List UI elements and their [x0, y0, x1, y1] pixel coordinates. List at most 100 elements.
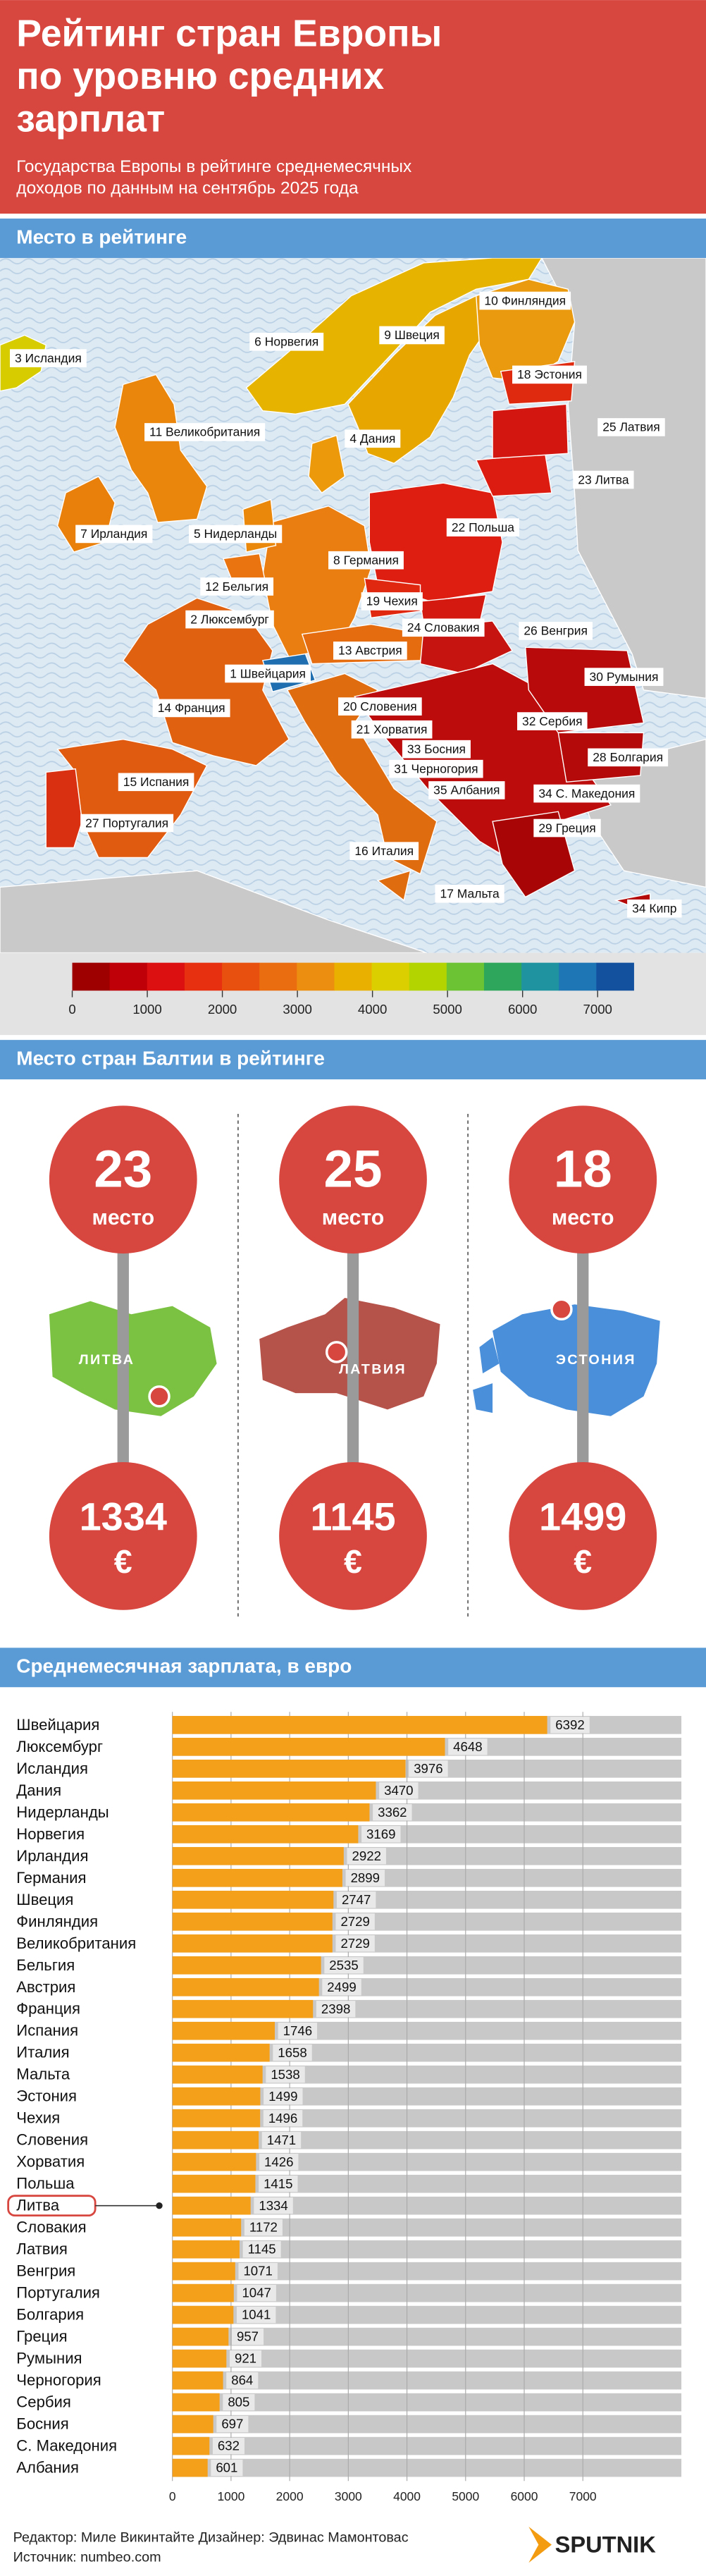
y-tick-label: Франция	[16, 2000, 80, 2018]
map-label-text: 13 Австрия	[338, 644, 402, 658]
map-label-box	[446, 518, 520, 536]
bar	[172, 2109, 261, 2128]
map-label-box	[9, 349, 87, 367]
chart-title: Среднемесячная зарплата, в евро	[16, 1655, 352, 1677]
section-band	[0, 219, 706, 258]
bar	[172, 2458, 208, 2477]
scale-swatch	[559, 962, 597, 991]
map-label: 17 Мальта	[435, 884, 504, 903]
map-label-box	[389, 759, 483, 778]
map-label-text: 14 Франция	[158, 701, 225, 715]
scale-swatch	[109, 962, 148, 991]
value-label-box	[373, 1804, 412, 1821]
y-tick-label: Хорватия	[16, 2153, 85, 2171]
value-label: 921	[235, 2351, 256, 2366]
map-label-box	[512, 365, 587, 384]
logo-arrow	[528, 2526, 552, 2563]
bar	[172, 2371, 223, 2390]
map-label-box	[435, 884, 504, 903]
value-label: 1145	[248, 2242, 276, 2257]
map-label-text: 24 Словакия	[407, 620, 480, 634]
map-label-text: 10 Финляндия	[484, 293, 566, 307]
y-tick-label: Ирландия	[16, 1847, 88, 1865]
bar	[172, 2152, 256, 2171]
bar	[172, 1738, 445, 1756]
value-label: 2398	[321, 2001, 350, 2016]
map-label-box	[361, 592, 423, 611]
map-label-text: 9 Швеция	[384, 328, 440, 342]
map-label-text: 30 Румыния	[590, 670, 659, 684]
y-tick-label: Латвия	[16, 2240, 68, 2258]
title-line: по уровню средних	[16, 55, 384, 97]
map-label-box	[338, 697, 422, 716]
value-label-box	[259, 2176, 298, 2192]
map-label-text: 28 Болгария	[593, 750, 663, 764]
map-label: 11 Великобритания	[144, 423, 266, 441]
map-label-box	[249, 332, 324, 351]
section-band	[0, 1040, 706, 1080]
section-title: Место стран Балтии в рейтинге	[16, 1047, 325, 1069]
value-label-box	[254, 2197, 293, 2214]
bar-background	[172, 2174, 682, 2193]
country-shape	[479, 1337, 500, 1374]
map-label-box	[75, 525, 153, 544]
value-label-box	[345, 1870, 385, 1887]
value-label-box	[278, 2023, 318, 2040]
scale-swatch	[334, 962, 373, 991]
value-label-box	[242, 2241, 281, 2258]
value-label: 601	[216, 2460, 237, 2475]
bar-background	[172, 2458, 682, 2477]
value-label: 1071	[243, 2264, 272, 2278]
x-tick-label: 1000	[217, 2489, 244, 2503]
capital-dot	[148, 1385, 171, 1408]
map-label-box	[188, 525, 283, 544]
bar	[172, 2305, 234, 2324]
x-tick-label: 7000	[569, 2489, 597, 2503]
value-label-box	[335, 1913, 375, 1930]
value-label-box	[259, 2154, 299, 2171]
map-label-box	[584, 668, 664, 686]
bar-background	[172, 2393, 682, 2412]
y-tick-label: Греция	[16, 2328, 67, 2345]
scale-swatch	[259, 962, 297, 991]
scale-swatch	[184, 962, 223, 991]
bar	[172, 1934, 333, 1953]
bar	[172, 2349, 227, 2368]
map-label: 33 Босния	[402, 740, 471, 759]
value-label: 2747	[342, 1892, 371, 1907]
map-label: 1 Швейцария	[225, 664, 311, 683]
value-label-box	[273, 2044, 312, 2061]
value-label: 697	[221, 2417, 243, 2431]
country-shape	[493, 1304, 660, 1416]
value-label: 3470	[384, 1783, 413, 1798]
map-label: 32 Сербия	[517, 712, 588, 730]
map-label-text: 27 Португалия	[85, 816, 168, 830]
y-tick-label: Болгария	[16, 2306, 84, 2324]
country-shape	[0, 870, 428, 953]
scale-tick-label: 7000	[583, 1002, 612, 1017]
value-label: 3976	[414, 1761, 442, 1776]
y-tick-label: Венгрия	[16, 2262, 75, 2280]
map-label-text: 4 Дания	[349, 431, 395, 446]
value-label: 3169	[366, 1827, 395, 1841]
map-label: 30 Румыния	[584, 668, 664, 686]
country-label: ЛИТВА	[79, 1352, 135, 1368]
map-label-box	[479, 291, 571, 310]
map-label: 14 Франция	[152, 699, 230, 718]
map-label: 13 Австрия	[333, 642, 407, 660]
map-label-box	[627, 899, 682, 918]
header-band	[0, 0, 706, 214]
bar-background	[172, 2415, 682, 2434]
value-label-box	[361, 1826, 401, 1843]
subtitle-line: Государства Европы в рейтинге среднемеся…	[16, 157, 411, 176]
map-label-text: 29 Греция	[538, 821, 595, 835]
salary-value: 1145	[310, 1494, 395, 1538]
value-label-box	[409, 1760, 448, 1777]
y-tick-label: Литва	[16, 2197, 60, 2214]
rank-label: место	[552, 1206, 614, 1229]
y-tick-label: Румыния	[16, 2350, 82, 2367]
salary-circle	[509, 1462, 657, 1610]
y-tick-label: Мальта	[16, 2066, 70, 2083]
bar	[172, 2327, 229, 2346]
map-label-box	[588, 748, 669, 767]
